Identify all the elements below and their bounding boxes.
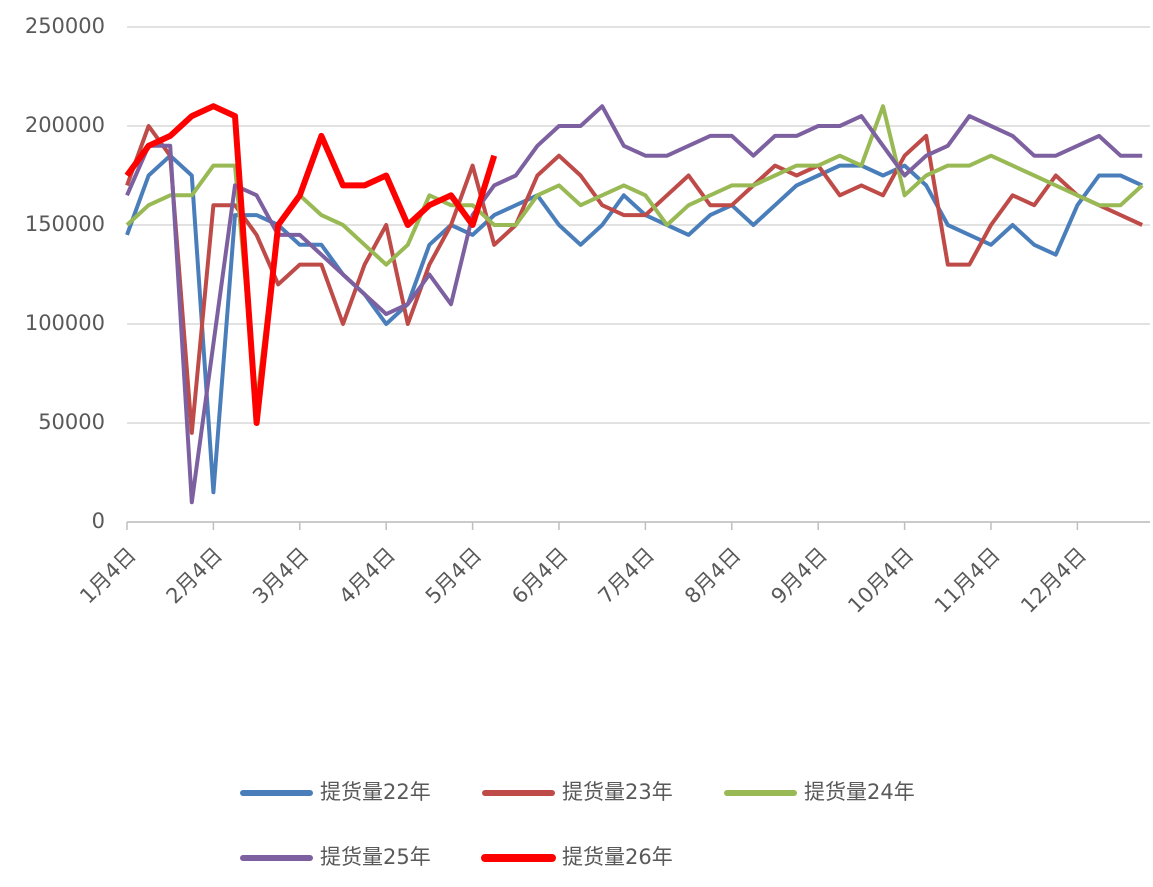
x-tick-label: 4月4日: [334, 543, 400, 609]
x-tick-label: 5月4日: [421, 543, 487, 609]
x-tick-label: 1月4日: [75, 543, 141, 609]
legend-label: 提货量24年: [804, 780, 915, 804]
legend-label: 提货量23年: [562, 780, 673, 804]
x-tick-label: 6月4日: [507, 543, 573, 609]
y-tick-label: 250000: [25, 14, 105, 38]
series-line: [125, 153, 1144, 495]
x-tick-label: 12月4日: [1016, 543, 1091, 618]
x-tick-label: 11月4日: [930, 543, 1005, 618]
series-line: [125, 104, 1143, 505]
x-tick-label: 3月4日: [248, 543, 314, 609]
y-tick-label: 0: [92, 509, 105, 533]
y-tick-label: 100000: [25, 311, 105, 335]
y-tick-label: 50000: [38, 410, 105, 434]
x-tick-label: 10月4日: [843, 543, 918, 618]
y-tick-label: 150000: [25, 212, 105, 236]
legend-label: 提货量22年: [320, 780, 431, 804]
series-line: [125, 124, 1144, 435]
x-tick-label: 9月4日: [766, 543, 832, 609]
series-line: [124, 103, 498, 426]
x-tick-label: 2月4日: [162, 543, 228, 609]
legend-label: 提货量25年: [320, 845, 431, 869]
x-tick-label: 8月4日: [680, 543, 746, 609]
legend-label: 提货量26年: [562, 845, 673, 869]
x-tick-label: 7月4日: [594, 543, 660, 609]
y-tick-label: 200000: [25, 113, 105, 137]
